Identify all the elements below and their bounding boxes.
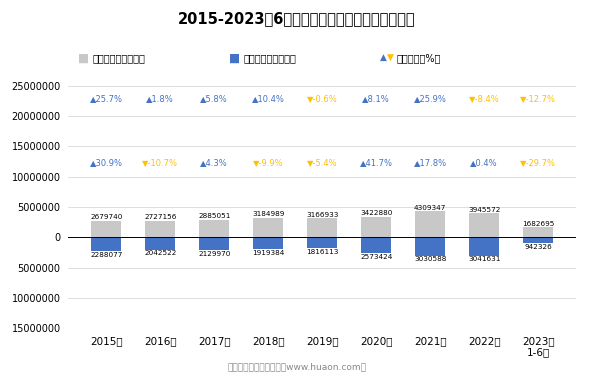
Bar: [361, 217, 391, 237]
Text: 2679740: 2679740: [90, 214, 122, 220]
Text: ▲10.4%: ▲10.4%: [252, 94, 285, 103]
Text: 4309347: 4309347: [414, 205, 447, 211]
Text: 出口总额（万美元）: 出口总额（万美元）: [92, 53, 145, 63]
Bar: [469, 213, 499, 237]
Bar: [91, 237, 121, 251]
Text: 2727156: 2727156: [144, 214, 176, 220]
Text: 2015-2023年6月郑州新郑综合保税区进、出口额: 2015-2023年6月郑州新郑综合保税区进、出口额: [178, 11, 416, 26]
Text: ▲1.8%: ▲1.8%: [146, 94, 174, 103]
Text: ▲: ▲: [380, 53, 387, 62]
Text: ▲0.4%: ▲0.4%: [470, 158, 498, 167]
Bar: [523, 237, 553, 243]
Text: 2573424: 2573424: [360, 254, 393, 260]
Text: ▲25.7%: ▲25.7%: [90, 94, 123, 103]
Text: 1919384: 1919384: [252, 250, 285, 256]
Text: ▼-5.4%: ▼-5.4%: [307, 158, 337, 167]
Text: 1816113: 1816113: [306, 249, 339, 255]
Text: 3041631: 3041631: [468, 256, 500, 262]
Bar: [146, 237, 175, 250]
Text: ▼-8.4%: ▼-8.4%: [469, 94, 500, 103]
Text: 3030588: 3030588: [414, 256, 447, 262]
Text: 制图：华经产业研究院（www.huaon.com）: 制图：华经产业研究院（www.huaon.com）: [228, 362, 366, 371]
Text: 3422880: 3422880: [360, 210, 393, 216]
Text: ■: ■: [229, 51, 240, 64]
Text: ▼-12.7%: ▼-12.7%: [520, 94, 556, 103]
Text: 2288077: 2288077: [90, 252, 122, 258]
Text: ▲8.1%: ▲8.1%: [362, 94, 390, 103]
Text: ▼: ▼: [387, 53, 394, 62]
Text: ▲5.8%: ▲5.8%: [200, 94, 228, 103]
Text: 进口总额（万美元）: 进口总额（万美元）: [244, 53, 296, 63]
Bar: [523, 227, 553, 237]
Text: ▼-29.7%: ▼-29.7%: [520, 158, 556, 167]
Bar: [415, 211, 445, 237]
Bar: [415, 237, 445, 256]
Text: 同比增速（%）: 同比增速（%）: [397, 53, 441, 63]
Text: 942326: 942326: [525, 244, 552, 250]
Bar: [469, 237, 499, 256]
Bar: [308, 237, 337, 248]
Bar: [91, 221, 121, 237]
Text: 2129970: 2129970: [198, 251, 230, 257]
Text: 3945572: 3945572: [468, 207, 500, 213]
Text: ▼-0.6%: ▼-0.6%: [307, 94, 337, 103]
Text: ▲41.7%: ▲41.7%: [360, 158, 393, 167]
Bar: [254, 218, 283, 237]
Bar: [254, 237, 283, 249]
Bar: [200, 237, 229, 250]
Bar: [200, 220, 229, 237]
Text: 3166933: 3166933: [306, 211, 339, 217]
Bar: [361, 237, 391, 253]
Bar: [308, 218, 337, 237]
Bar: [146, 221, 175, 237]
Text: ▲25.9%: ▲25.9%: [414, 94, 447, 103]
Text: ▼-10.7%: ▼-10.7%: [142, 158, 178, 167]
Text: ▼-9.9%: ▼-9.9%: [253, 158, 283, 167]
Text: 1682695: 1682695: [522, 220, 554, 226]
Text: ■: ■: [78, 51, 89, 64]
Text: ▲4.3%: ▲4.3%: [200, 158, 228, 167]
Text: ▲30.9%: ▲30.9%: [90, 158, 123, 167]
Text: 2042522: 2042522: [144, 250, 176, 256]
Text: 3184989: 3184989: [252, 211, 285, 217]
Text: ▲17.8%: ▲17.8%: [413, 158, 447, 167]
Text: 2885051: 2885051: [198, 213, 230, 219]
